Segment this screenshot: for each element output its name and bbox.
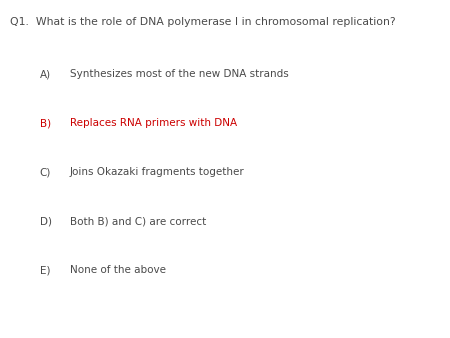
Text: None of the above: None of the above — [70, 265, 166, 275]
Text: E): E) — [40, 265, 50, 275]
Text: D): D) — [40, 216, 52, 226]
Text: A): A) — [40, 69, 51, 79]
Text: C): C) — [40, 167, 51, 177]
Text: Replaces RNA primers with DNA: Replaces RNA primers with DNA — [70, 118, 237, 128]
Text: B): B) — [40, 118, 51, 128]
Text: Both B) and C) are correct: Both B) and C) are correct — [70, 216, 206, 226]
Text: Q1.  What is the role of DNA polymerase I in chromosomal replication?: Q1. What is the role of DNA polymerase I… — [10, 17, 396, 27]
Text: Joins Okazaki fragments together: Joins Okazaki fragments together — [70, 167, 244, 177]
Text: Synthesizes most of the new DNA strands: Synthesizes most of the new DNA strands — [70, 69, 288, 79]
